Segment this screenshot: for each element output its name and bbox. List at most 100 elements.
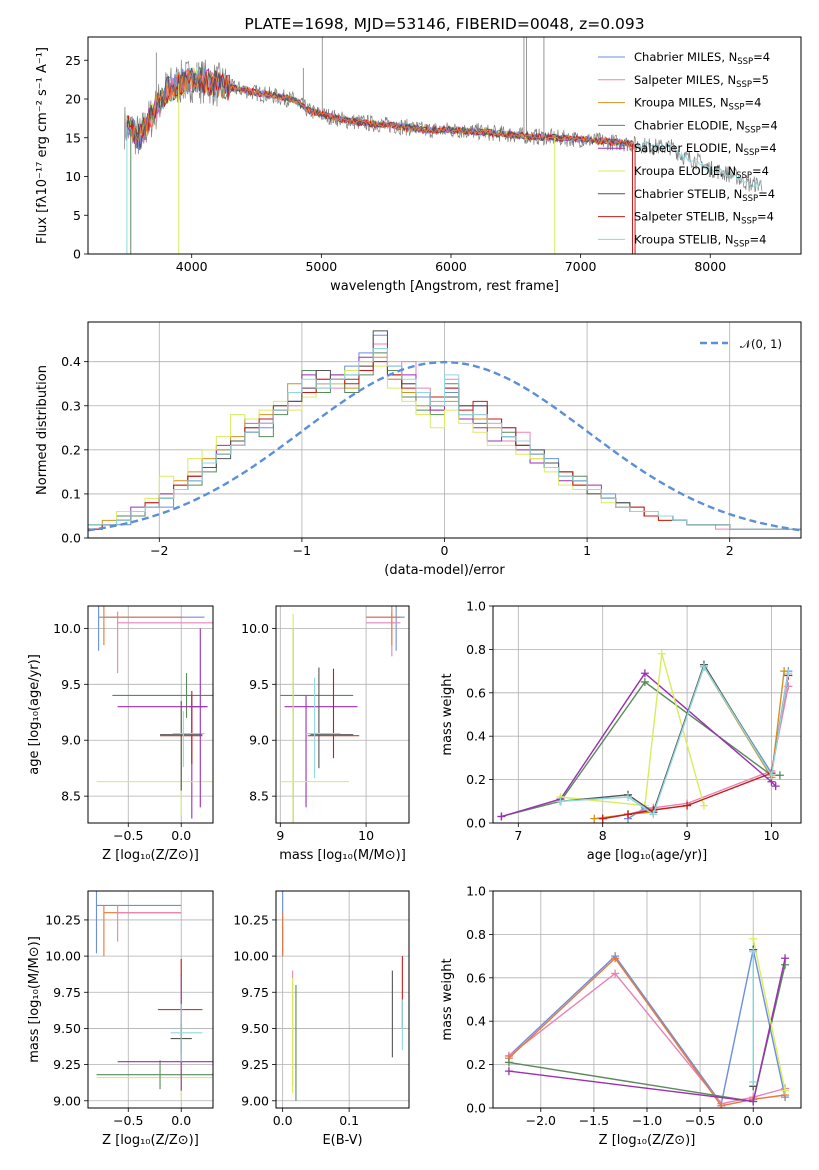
x-tick-label: 0.0 [171,1113,191,1128]
x-axis-label: (data-model)/error [384,563,505,578]
chart-title: PLATE=1698, MJD=53146, FIBERID=0048, z=0… [244,15,644,33]
legend-label: Chabrier STELIB, NSSP=4 [634,187,775,204]
weight-line [560,662,773,814]
x-tick-label: 0 [441,543,449,558]
legend-label: Chabrier ELODIE, NSSP=4 [634,118,778,135]
panel-ebv-mass: 0.0 0.1 9.00 9.25 9.50 9.75 10.00 10.25 E(B-V) [233,890,410,1148]
y-tick-label: 0.4 [61,354,81,369]
panel-z-mass: −0.5 0.0 9.00 9.25 9.50 9.75 10.00 10.25 Z [log₁… [27,890,214,1148]
panel-residuals: −2 −1 0 1 2 0.0 0.1 0.2 0.3 0.4 (data-model)/error… [35,321,802,578]
x-tick-label: 9 [276,828,284,843]
weight-marker [624,792,633,801]
x-tick-label: 1 [583,543,591,558]
y-tick-label: 0.2 [466,1057,486,1072]
weight-marker [640,677,649,686]
panel-z-weight: −2.0 −1.5 −1.0 −0.5 0.0 0.0 0.2 0.4 0.6 0.8 1.0 Z [… [440,884,802,1148]
y-tick-label: 0.0 [61,531,81,546]
weight-marker [775,771,784,780]
weight-marker [598,814,607,823]
legend-label: Salpeter STELIB, NSSP=4 [634,210,774,227]
weight-marker [699,662,708,671]
x-axis-label: Z [log₁₀(Z/Z⊙)] [102,848,199,863]
x-tick-label: 0.1 [339,1113,359,1128]
weight-marker [749,1077,758,1086]
weight-marker [624,810,633,819]
panel-z-age: −0.5 0.0 8.5 9.0 9.5 10.0 Z [log₁₀(Z/Z⊙)] age [… [27,605,214,863]
model-spectrum [129,68,633,147]
x-tick-label: −1 [293,543,311,558]
y-tick-label: 0.8 [466,927,486,942]
y-tick-label: 9.5 [249,677,269,692]
y-axis-label: mass weight [440,958,455,1040]
x-tick-label: 0.0 [743,1113,763,1128]
legend-label: Kroupa MILES, NSSP=4 [634,96,761,113]
y-tick-label: 9.0 [61,733,81,748]
weight-marker [657,649,666,658]
weight-marker [749,947,758,956]
weight-line [752,938,786,1091]
axes-frame [275,890,410,1109]
plot-area [282,891,403,1101]
y-tick-label: 9.75 [53,985,81,1000]
weight-line [501,672,777,818]
y-tick-label: 0.0 [466,816,486,831]
weight-marker [717,1101,726,1108]
plot-area [95,891,213,1100]
plot-area [280,606,405,823]
legend-label: Salpeter MILES, NSSP=5 [634,73,769,90]
x-tick-label: 0.0 [171,828,191,843]
weight-line [560,665,789,816]
y-tick-label: 1.0 [466,599,486,614]
y-tick-label: 9.25 [53,1057,81,1072]
y-axis-label: mass weight [440,673,455,755]
axes-frame [275,605,410,824]
y-tick-label: 25 [65,53,81,68]
weight-marker [749,934,758,943]
x-tick-label: −0.5 [113,1113,143,1128]
x-axis-label: age [log₁₀(age/yr)] [587,848,708,863]
plot-area [504,934,790,1108]
axes-frame [87,605,214,824]
weight-marker [771,782,780,791]
y-tick-label: 0.0 [466,1101,486,1116]
weight-marker [611,969,620,978]
weight-marker [556,797,565,806]
legend-label: Salpeter ELODIE, NSSP=4 [634,141,777,158]
weight-marker [504,1067,513,1076]
x-axis-label: E(B-V) [322,1133,362,1148]
y-tick-label: 10.0 [53,621,81,636]
model-spectrum [126,67,633,149]
x-axis-label: Z [log₁₀(Z/Z⊙)] [102,1133,199,1148]
weight-marker [784,669,793,678]
y-tick-label: 10.25 [233,912,269,927]
weight-marker [781,954,790,963]
y-tick-label: 0.2 [61,442,81,457]
y-tick-label: 20 [65,92,81,107]
axes-frame [87,890,214,1109]
y-tick-label: 9.50 [53,1021,81,1036]
y-tick-label: 8.5 [61,789,81,804]
y-tick-label: 10.0 [241,621,269,636]
x-tick-label: 7000 [565,259,597,274]
weight-marker [611,954,620,963]
weight-marker [497,812,506,821]
weight-line [501,681,780,818]
legend-label: Kroupa ELODIE, NSSP=4 [634,164,769,181]
y-tick-label: 0.1 [61,486,81,501]
x-tick-label: −2.0 [526,1113,556,1128]
y-tick-label: 0.6 [466,970,486,985]
y-tick-label: 10.00 [45,949,81,964]
y-tick-label: 5 [73,208,81,223]
y-tick-label: 1.0 [466,884,486,899]
x-tick-label: −1.5 [579,1113,609,1128]
x-tick-label: −2 [150,543,168,558]
y-axis-label: Flux [fλ10⁻¹⁷ erg cm⁻² s⁻¹ A⁻¹] [35,47,50,244]
weight-marker [699,801,708,810]
x-tick-label: 2 [726,543,734,558]
y-tick-label: 0 [73,247,81,262]
x-tick-label: 10 [358,828,374,843]
x-tick-label: 4000 [176,259,208,274]
legend-label: Kroupa STELIB, NSSP=4 [634,232,766,249]
y-tick-label: 10.00 [233,949,269,964]
